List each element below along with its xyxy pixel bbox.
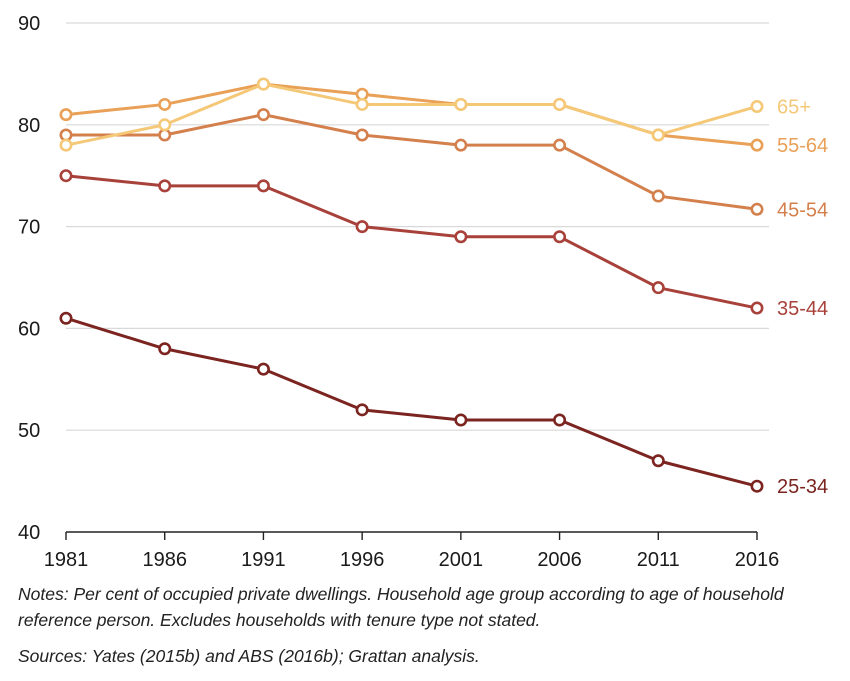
line-chart: 40 50 60 70 80 90 1981 1986 1991 1996 2001 2006 201…: [18, 13, 828, 571]
y-tick-label: 70: [18, 217, 40, 239]
chart-notes: Notes: Per cent of occupied private dwel…: [18, 584, 784, 630]
data-point: [750, 202, 764, 216]
y-tick-label: 40: [18, 522, 40, 544]
data-point: [158, 342, 172, 356]
data-point: [553, 413, 567, 427]
data-point: [158, 118, 172, 132]
data-point: [256, 362, 270, 376]
data-point: [59, 311, 73, 325]
data-point: [750, 99, 764, 113]
data-point: [59, 128, 73, 142]
series-label: 45-54: [777, 199, 828, 221]
chart-sources: Sources: Yates (2015b) and ABS (2016b); …: [18, 646, 480, 666]
data-point: [553, 97, 567, 111]
data-point: [651, 281, 665, 295]
data-point: [158, 179, 172, 193]
data-point: [651, 454, 665, 468]
x-tick-label: 1986: [142, 549, 187, 571]
data-point: [553, 138, 567, 152]
y-axis-ticks: 40 50 60 70 80 90: [18, 13, 40, 544]
data-point: [355, 97, 369, 111]
series-labels: 25-34 35-44 45-54 55-64 65+: [777, 96, 828, 498]
data-point: [158, 128, 172, 142]
series-label: 65+: [777, 96, 811, 118]
y-tick-label: 80: [18, 115, 40, 137]
data-point: [651, 189, 665, 203]
x-tick-label: 2001: [439, 549, 484, 571]
data-point: [355, 87, 369, 101]
data-point: [59, 108, 73, 122]
data-point: [454, 97, 468, 111]
data-point: [256, 108, 270, 122]
series-label: 55-64: [777, 135, 828, 157]
series-label: 35-44: [777, 298, 828, 320]
data-point: [454, 413, 468, 427]
data-point: [553, 230, 567, 244]
series-line-45-54: [66, 113, 758, 211]
data-point: [59, 138, 73, 152]
gridlines: [66, 22, 769, 431]
x-tick-label: 1991: [241, 549, 286, 571]
series-line-65+: [65, 82, 758, 147]
data-point: [454, 138, 468, 152]
x-tick-label: 2016: [735, 549, 780, 571]
data-point: [651, 128, 665, 142]
data-point: [355, 403, 369, 417]
data-point: [355, 128, 369, 142]
x-tick-label: 2006: [537, 549, 582, 571]
data-point: [355, 220, 369, 234]
y-tick-label: 50: [18, 420, 40, 442]
data-point: [454, 230, 468, 244]
series-lines: [59, 77, 764, 493]
y-tick-label: 60: [18, 318, 40, 340]
data-point: [256, 179, 270, 193]
data-point: [750, 138, 764, 152]
x-tick-label: 1996: [340, 549, 385, 571]
x-axis: 1981 1986 1991 1996 2001 2006 2011 2016: [44, 531, 780, 571]
x-tick-label: 2011: [637, 549, 680, 571]
series-line-25-34: [65, 316, 758, 488]
x-tick-label: 1981: [44, 549, 89, 571]
data-point: [750, 479, 764, 493]
series-line-35-44: [65, 174, 758, 310]
data-point: [750, 301, 764, 315]
y-tick-label: 90: [18, 13, 40, 35]
data-point: [59, 169, 73, 183]
series-label: 25-34: [777, 476, 828, 498]
data-point: [158, 97, 172, 111]
data-point: [256, 77, 270, 91]
